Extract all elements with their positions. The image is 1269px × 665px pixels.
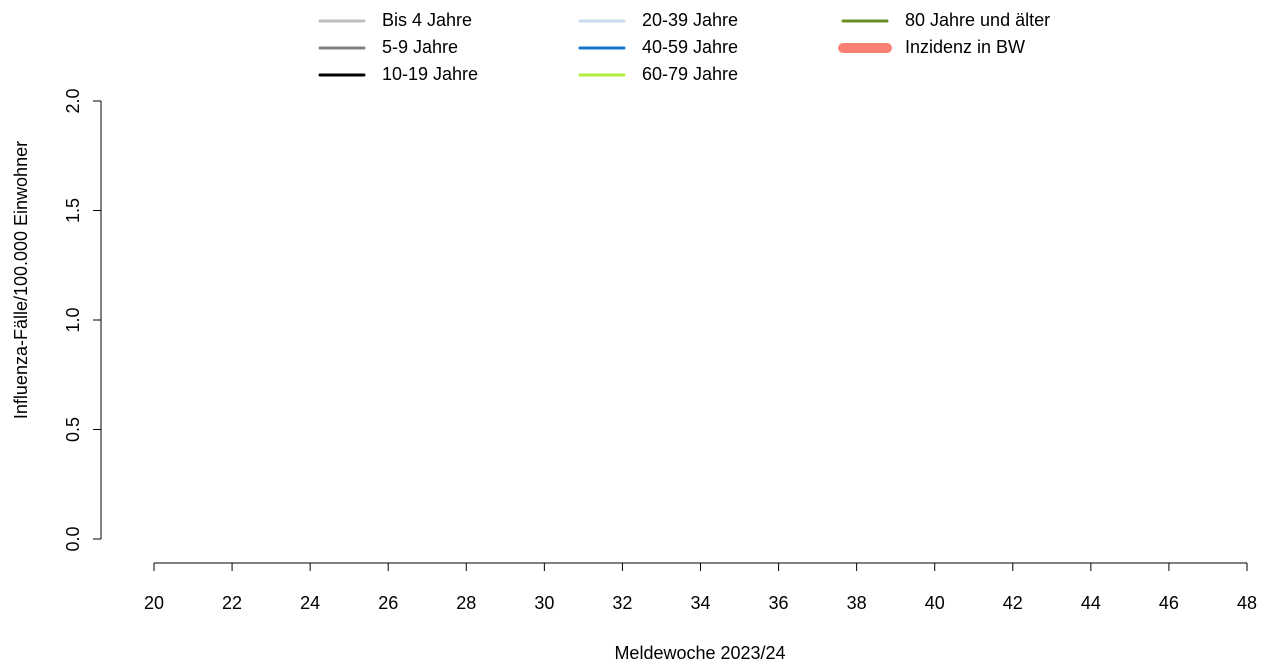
legend-label: 20-39 Jahre [642, 10, 738, 30]
x-tick-label: 28 [456, 593, 476, 613]
x-tick-label: 38 [847, 593, 867, 613]
x-axis-title: Meldewoche 2023/24 [614, 643, 785, 663]
y-axis-title: Influenza-Fälle/100.000 Einwohner [11, 141, 31, 419]
x-tick-label: 20 [144, 593, 164, 613]
x-tick-label: 42 [1003, 593, 1023, 613]
legend-label: Inzidenz in BW [905, 37, 1025, 57]
x-tick-label: 34 [690, 593, 710, 613]
y-tick-label: 1.5 [63, 198, 83, 223]
y-tick-label: 0.5 [63, 417, 83, 442]
x-tick-label: 30 [534, 593, 554, 613]
x-tick-label: 36 [769, 593, 789, 613]
legend-label: Bis 4 Jahre [382, 10, 472, 30]
legend-label: 5-9 Jahre [382, 37, 458, 57]
x-tick-label: 40 [925, 593, 945, 613]
legend-label: 80 Jahre und älter [905, 10, 1050, 30]
x-tick-label: 24 [300, 593, 320, 613]
x-tick-label: 32 [612, 593, 632, 613]
y-tick-label: 1.0 [63, 307, 83, 332]
x-tick-label: 26 [378, 593, 398, 613]
legend-label: 10-19 Jahre [382, 64, 478, 84]
y-tick-label: 0.0 [63, 526, 83, 551]
legend-label: 40-59 Jahre [642, 37, 738, 57]
y-tick-label: 2.0 [63, 88, 83, 113]
x-tick-label: 46 [1159, 593, 1179, 613]
x-tick-label: 48 [1237, 593, 1257, 613]
legend-label: 60-79 Jahre [642, 64, 738, 84]
x-tick-label: 22 [222, 593, 242, 613]
x-tick-label: 44 [1081, 593, 1101, 613]
